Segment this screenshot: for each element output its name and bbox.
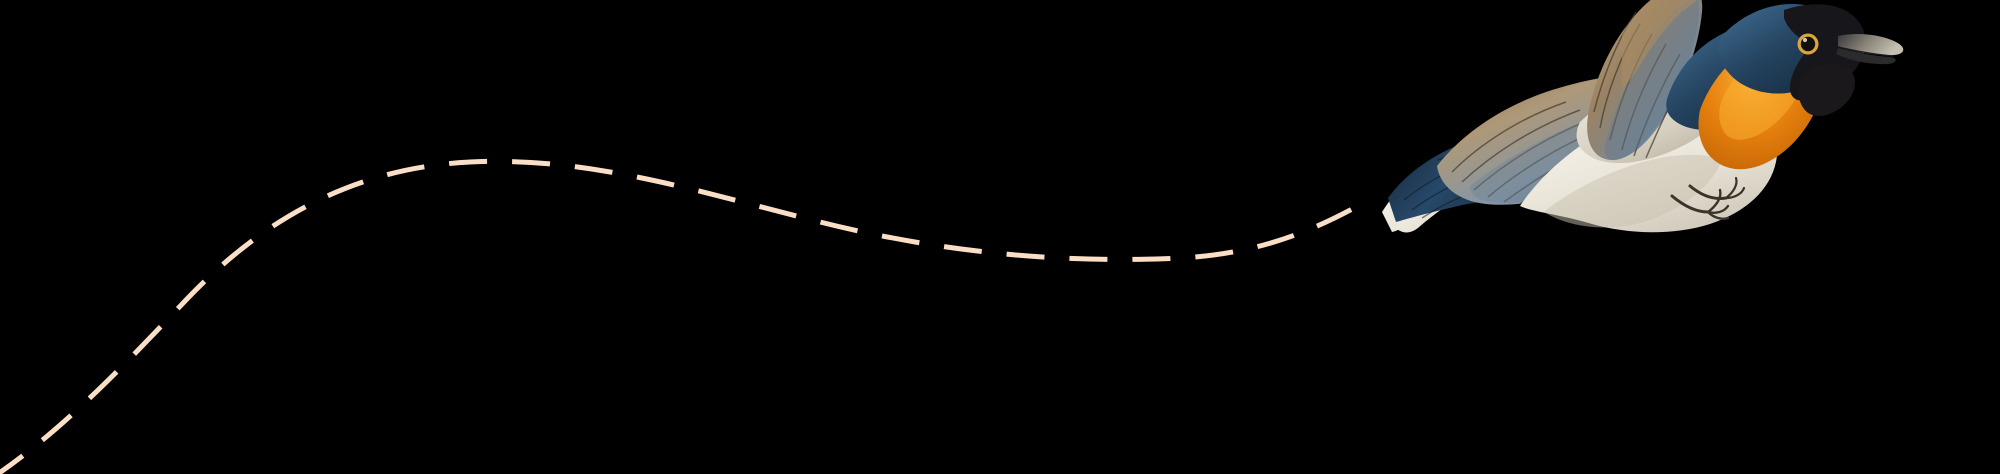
belly-shadow	[1544, 154, 1722, 228]
bird-beak	[1836, 34, 1904, 65]
beak-gape-line	[1837, 46, 1895, 57]
upper-wing-blue-wash	[1604, 0, 1699, 161]
eye-catchlight	[1802, 37, 1808, 43]
beak-lower	[1836, 48, 1896, 65]
bird-group	[1382, 0, 1904, 233]
leg-right	[1688, 184, 1728, 200]
bird-upper-wing	[1587, 0, 1703, 161]
bird-legs	[1670, 176, 1746, 220]
foot-right-toes	[1724, 176, 1746, 200]
foot-left-toes	[1706, 188, 1730, 220]
bird-eye	[1797, 33, 1819, 55]
eye-pupil	[1800, 36, 1816, 52]
leg-left	[1670, 194, 1710, 214]
upper-wing-tan-edge	[1622, 0, 1696, 88]
cheek-black-patch	[1798, 63, 1855, 117]
